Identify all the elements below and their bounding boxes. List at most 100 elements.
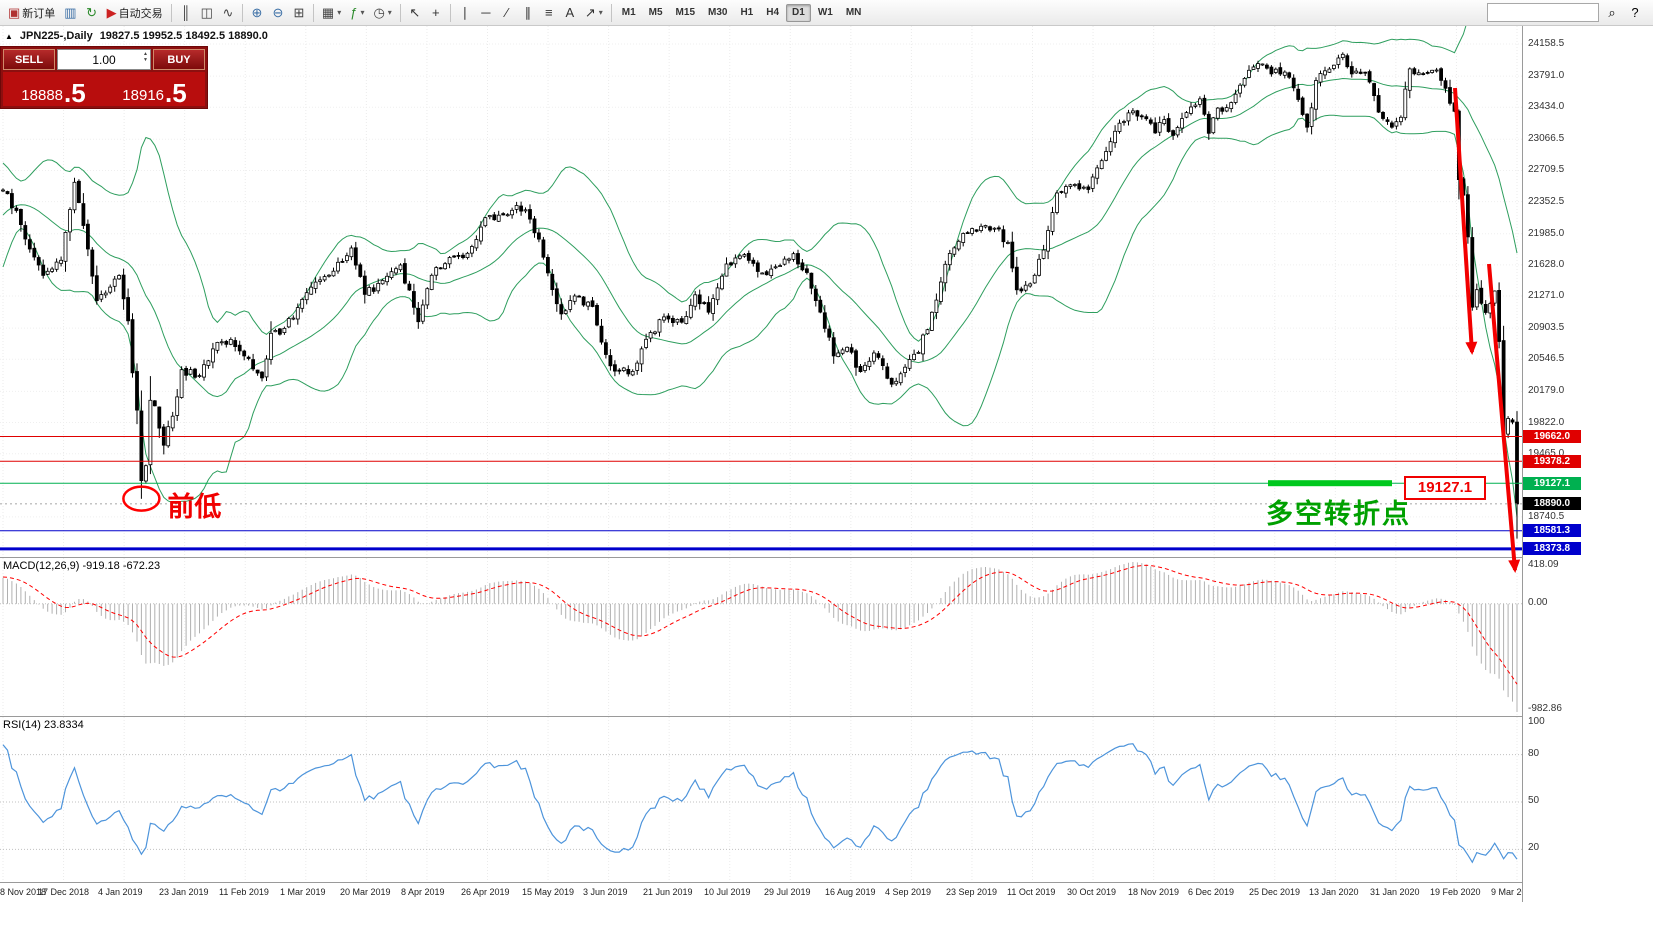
volume-stepper[interactable]: 1.00 ▲ ▼ [57,49,151,70]
rsi-indicator-label: RSI(14) 23.8334 [3,719,84,731]
date-label: 25 Dec 2019 [1249,887,1301,897]
rsi-scale-100: 100 [1528,716,1545,727]
candlestick-chart-button[interactable]: ◫ [197,3,217,23]
date-label: 23 Sep 2019 [946,887,998,897]
date-label: 11 Feb 2019 [219,887,269,897]
toolbar-separator [449,3,451,22]
price-badge-18890.0: 18890.0 [1523,497,1581,510]
annotation-price-tag[interactable]: 19127.1 [1404,476,1486,500]
price-tick: 21271.0 [1528,290,1565,301]
macd-grid [2,558,1518,716]
bollinger-bands [2,26,1518,518]
search-input[interactable] [1487,3,1599,22]
new-order-button[interactable]: ▣ 新订单 [4,3,59,23]
volume-spin-buttons[interactable]: ▲ ▼ [143,51,148,63]
price-badge-19127.1: 19127.1 [1523,477,1581,490]
refresh-button[interactable]: ↻ [82,3,102,23]
buy-price[interactable]: 18916.5 [122,78,187,108]
sell-price[interactable]: 18888.5 [21,78,86,108]
price-badge-19378.2: 19378.2 [1523,455,1581,468]
caret-down-icon: ▾ [387,8,392,17]
help-button[interactable]: ? [1625,3,1645,23]
price-tick: 24158.5 [1528,38,1565,49]
date-label: 15 May 2019 [522,887,575,897]
text-button[interactable]: A [560,3,580,23]
spin-up-icon[interactable]: ▲ [143,51,148,57]
timeframe-d1[interactable]: D1 [786,3,811,22]
vertical-line-button[interactable]: ∣ [455,3,475,23]
timeframe-m1[interactable]: M1 [616,4,642,22]
price-chart-canvas[interactable] [0,26,1522,557]
main-chart-pane[interactable] [0,26,1522,557]
price-tick: 19465.0 [1528,448,1565,459]
crosshair-button[interactable]: + [426,3,446,23]
zoom-in-icon: ⊕ [251,5,263,20]
bar-chart-button[interactable]: ║ [176,3,196,23]
price-tick: 23791.0 [1528,70,1565,81]
autotrading-button[interactable]: ▶ 自动交易 [103,3,167,23]
date-axis[interactable]: 8 Nov 2018 17 Dec 2018 4 Jan 2019 23 Jan 20… [0,882,1537,902]
rsi-scale-50: 50 [1528,795,1540,806]
templates-button[interactable]: ▦ ▾ [318,3,345,23]
date-label: 10 Jul 2019 [704,887,751,897]
bollinger-lower-band [2,114,1518,518]
timeframe-w1[interactable]: W1 [812,4,839,22]
crosshair-icon: + [432,5,440,20]
indicators-button[interactable]: ƒ ▾ [346,3,368,23]
annotation-prev-low[interactable]: 前低 [167,491,222,522]
trendline-button[interactable]: ∕ [497,3,517,23]
rsi-canvas [0,717,1522,882]
timeframe-h4[interactable]: H4 [760,4,785,22]
tile-windows-icon: ⊞ [293,5,305,20]
timeframe-m30[interactable]: M30 [702,4,733,22]
price-badge-18373.8: 18373.8 [1523,542,1581,555]
zoom-out-button[interactable]: ⊖ [268,3,288,23]
price-tick: 20903.5 [1528,322,1565,333]
toolbar-separator [241,3,243,22]
chart-window-title: ▲ JPN225-,Daily 19827.5 19952.5 18492.5 … [5,30,268,42]
timeframe-m5[interactable]: M5 [643,4,669,22]
macd-canvas [0,558,1522,716]
date-label: 30 Oct 2019 [1067,887,1117,897]
price-badge-19662.0: 19662.0 [1523,430,1581,443]
macd-pane[interactable] [0,557,1522,716]
caret-down-icon: ▾ [360,8,365,17]
cursor-button[interactable]: ↖ [405,3,425,23]
periods-button[interactable]: ◷ ▾ [369,3,395,23]
line-chart-button[interactable]: ∿ [218,3,238,23]
date-label: 20 Mar 2019 [340,887,391,897]
date-label: 6 Dec 2019 [1188,887,1235,897]
timeframe-m15[interactable]: M15 [670,4,701,22]
sell-button[interactable]: SELL [3,49,55,70]
new-order-button-label: 新订单 [22,7,56,20]
price-scale[interactable]: 24158.5 23791.0 23434.0 23066.5 22709.5 22352… [1522,26,1653,902]
toolbar-separator [312,3,314,22]
chart-collapse-icon[interactable]: ▲ [5,31,13,41]
fibonacci-button[interactable]: ≡ [539,3,559,23]
vertical-line-icon: ∣ [461,5,469,20]
price-badge-18581.3: 18581.3 [1523,524,1581,537]
date-label: 8 Nov 2018 [0,887,47,897]
macd-indicator-label: MACD(12,26,9) -919.18 -672.23 [3,560,161,572]
line-chart-icon: ∿ [222,5,234,20]
channel-button[interactable]: ∥ [518,3,538,23]
date-label: 3 Jun 2019 [583,887,628,897]
zoom-in-button[interactable]: ⊕ [247,3,267,23]
date-label: 26 Apr 2019 [461,887,510,897]
macd-signal-line [2,564,1518,685]
price-tick: 19822.0 [1528,417,1565,428]
bollinger-middle-band [2,77,1518,398]
spin-down-icon[interactable]: ▼ [143,57,148,63]
timeframe-mn[interactable]: MN [840,4,868,22]
horizontal-line-button[interactable]: ─ [476,3,496,23]
arrows-button[interactable]: ↗ ▾ [581,3,607,23]
date-label: 13 Jan 2020 [1309,887,1359,897]
timeframe-h1[interactable]: H1 [734,4,759,22]
market-watch-button[interactable]: ▥ [60,3,80,23]
rsi-pane[interactable] [0,716,1522,882]
search-button[interactable]: ⌕ [1602,3,1622,23]
tile-windows-button[interactable]: ⊞ [289,3,309,23]
bollinger-upper-band [2,26,1467,342]
buy-button[interactable]: BUY [153,49,205,70]
annotation-turning-point[interactable]: 多空转折点 [1266,499,1411,529]
